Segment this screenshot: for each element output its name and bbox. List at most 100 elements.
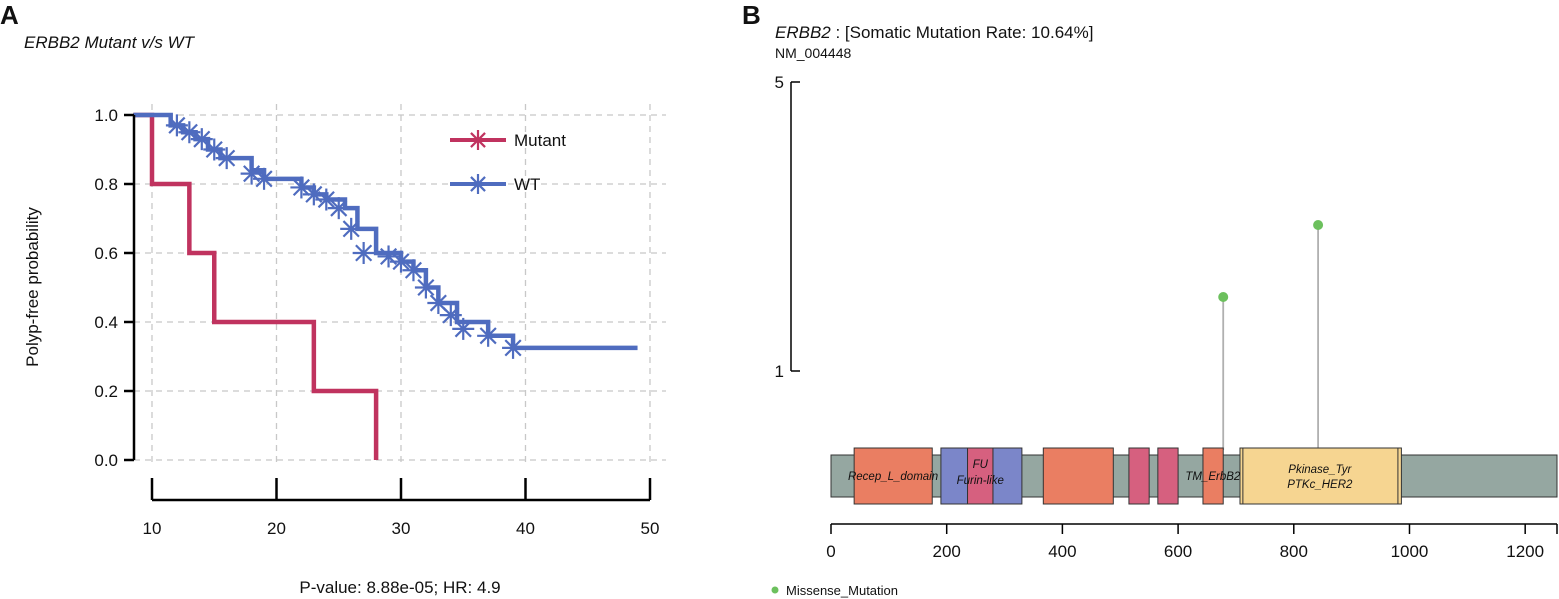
y-tick-label: 1.0: [94, 106, 118, 125]
x-tick-label: 40: [516, 519, 535, 538]
panel-a-legend: Mutant WT: [450, 130, 566, 194]
b-x-tick-label: 600: [1164, 542, 1192, 561]
censor-marker-wt: [340, 217, 363, 240]
protein-domain: [940, 447, 969, 505]
censor-marker-wt: [203, 138, 226, 161]
panel-a-axes: 0.0 0.2 0.4 0.6 0.8 1.0 10 20 30 40 50: [94, 106, 659, 538]
legend-mutant-label: Mutant: [514, 131, 566, 150]
censor-marker-wt-stroke: [355, 244, 373, 262]
censor-marker-wt-stroke: [504, 339, 522, 357]
censor-marker-wt-stroke: [330, 199, 348, 217]
censor-marker-wt-stroke: [180, 123, 198, 141]
y-tick-label: 0.2: [94, 382, 118, 401]
legend-mutant-star: [468, 130, 488, 150]
censor-marker-wt-stroke: [193, 130, 211, 148]
censor-marker-wt-stroke: [442, 306, 460, 324]
b-x-tick-label: 1200: [1506, 542, 1544, 561]
legend-missense-label: Missense_Mutation: [786, 583, 898, 598]
legend-mutant-marker: [468, 130, 488, 150]
domain-label: Recep_L_domain: [848, 471, 938, 483]
b-y-tick-label: 5: [775, 73, 784, 92]
legend-wt-label: WT: [514, 175, 540, 194]
b-x-tick-label: 400: [1048, 542, 1076, 561]
censor-marker-wt: [477, 324, 500, 347]
panel-b-xaxis: 0 200 400 600 800 1000 1200: [826, 523, 1558, 561]
panel-a-letter: A: [0, 0, 19, 30]
protein-domain: [1157, 447, 1179, 505]
panel-a-title: ERBB2 Mutant v/s WT: [24, 33, 196, 52]
protein-domain: [1128, 447, 1150, 505]
censor-marker-wt: [327, 197, 350, 220]
censor-marker-wt: [190, 128, 213, 151]
series-mutant-line: [133, 112, 379, 460]
legend-wt-star: [468, 174, 488, 194]
domain-label: PTKc_HER2: [1287, 479, 1353, 491]
censor-marker-wt: [352, 242, 375, 264]
mutation-dot: [1218, 292, 1229, 302]
censor-marker-wt-stroke: [218, 149, 236, 167]
protein-domain: [1042, 447, 1114, 505]
panel-b-letter: B: [742, 0, 761, 30]
censor-marker-wt: [414, 276, 437, 299]
censor-marker-wt: [402, 259, 425, 282]
protein-domain: [1202, 447, 1224, 505]
panel-b-transcript: NM_004448: [775, 45, 851, 61]
panel-b-title: ERBB2 : [Somatic Mutation Rate: 10.64%]: [775, 23, 1093, 42]
censor-marker-wt-stroke: [205, 140, 223, 159]
censor-marker-wt-stroke: [255, 170, 273, 188]
censor-marker-wt-stroke: [292, 178, 310, 197]
y-tick-label: 0.4: [94, 313, 118, 332]
censor-marker-wt-stroke: [417, 278, 435, 297]
censor-marker-wt: [390, 250, 412, 273]
panel-b-title-suffix: : [Somatic Mutation Rate: 10.64%]: [831, 23, 1094, 42]
b-x-tick-label: 1000: [1391, 542, 1429, 561]
censor-marker-wt: [253, 167, 276, 190]
y-tick-label: 0.8: [94, 175, 118, 194]
panel-b-gene: ERBB2: [775, 23, 831, 42]
domain-label: Pkinase_Tyr: [1288, 464, 1352, 476]
censor-marker-wt: [215, 147, 238, 170]
panel-a-footer: P-value: 8.88e-05; HR: 4.9: [299, 578, 500, 597]
y-tick-label: 0.6: [94, 244, 118, 263]
domain-label: Furin-like: [957, 475, 1004, 487]
y-tick-label: 0.0: [94, 451, 118, 470]
censor-marker-wt-stroke: [379, 247, 398, 266]
protein-domain: [992, 447, 1023, 505]
domain-label: TM_ErbB2: [1185, 471, 1241, 483]
panel-b: B ERBB2 : [Somatic Mutation Rate: 10.64%…: [742, 0, 1558, 598]
censor-marker-wt: [502, 336, 525, 359]
censor-marker-wt: [165, 114, 188, 137]
protein-domain: [1242, 447, 1399, 505]
protein-domain: [967, 447, 994, 505]
censor-marker-wt-stroke: [243, 165, 261, 183]
b-y-tick-label: 1: [775, 362, 784, 381]
censor-marker-wt-stroke: [392, 253, 410, 271]
x-tick-label: 20: [267, 519, 286, 538]
b-x-tick-label: 800: [1280, 542, 1308, 561]
censor-marker-wt: [315, 188, 338, 211]
mutation-dot: [1313, 220, 1324, 230]
b-x-tick-label: 200: [933, 542, 961, 561]
censor-marker-wt-stroke: [342, 220, 360, 238]
domain-label: FU: [973, 459, 989, 471]
censor-marker-wt-stroke: [317, 190, 335, 209]
panel-a: A ERBB2 Mutant v/s WT 0.0 0.2 0.4 0.6 0.8 1.0…: [0, 0, 666, 597]
censor-marker-wt: [290, 176, 313, 199]
legend-missense-dot: [771, 586, 779, 594]
censor-marker-wt-stroke: [454, 320, 472, 338]
panel-a-ylabel: Polyp-free probability: [23, 207, 42, 367]
protein-domain: [853, 447, 933, 505]
censor-marker-wt-stroke: [168, 116, 186, 134]
panel-b-lollipops: [1218, 220, 1324, 450]
x-tick-label: 50: [641, 519, 660, 538]
legend-wt-star-stroke: [470, 176, 486, 192]
censor-marker-wt-stroke: [479, 327, 497, 345]
legend-wt-marker: [468, 174, 488, 194]
censor-marker-wt: [439, 304, 462, 327]
x-tick-label: 10: [143, 519, 162, 538]
panel-b-yaxis: 15: [775, 73, 800, 381]
legend-mutant-star-stroke: [470, 132, 486, 148]
censor-marker-wt-stroke: [404, 261, 423, 279]
censor-marker-wt-stroke: [429, 294, 447, 312]
